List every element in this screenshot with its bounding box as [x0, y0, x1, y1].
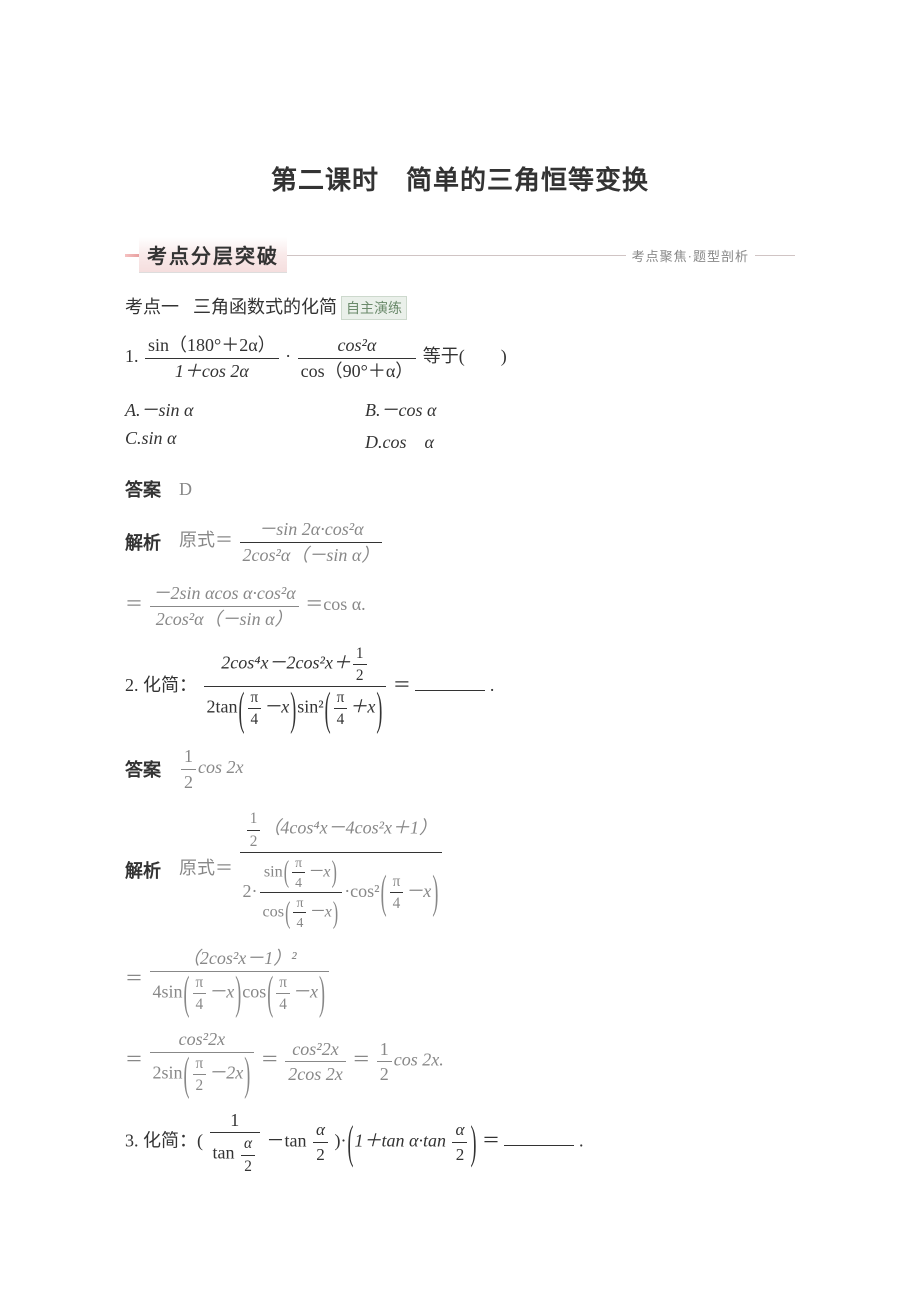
frac-num: 12（4cos⁴x－4cos²x＋1） [240, 809, 443, 852]
section-caption: 考点聚焦·题型剖析 [626, 246, 755, 265]
q2-parse-frac2: （2cos²x－1）² 4sin(π4－x)cos(π4－x) [150, 947, 329, 1014]
section-label: 考点分层突破 [139, 237, 287, 273]
problem-3: 3. 化简：( 1 tan α2 －tan α2 )·(1＋tan α·tan … [125, 1109, 795, 1176]
frac-den: 2cos²α（－sin α） [150, 607, 299, 631]
frac-den: 2cos²α（－sin α） [240, 543, 383, 567]
frac-num: －sin 2α·cos²α [240, 518, 383, 543]
frac-den: cos（90°＋α） [298, 359, 417, 383]
q1-parse-frac2: －2sin αcos α·cos²α 2cos²α（－sin α） [150, 582, 299, 630]
bar-line [287, 255, 626, 256]
problem-1: 1. sin（180°＋2α） 1＋cos 2α · cos²α cos（90°… [125, 334, 795, 382]
problem-2: 2. 化简： 2cos⁴x－2cos²x＋12 2tan(π4－x)sin²(π… [125, 644, 795, 729]
q1-frac1: sin（180°＋2α） 1＋cos 2α [145, 334, 279, 382]
q2-s3b: cos²2x 2cos 2x [285, 1038, 345, 1086]
q1-number: 1. [125, 346, 139, 366]
q1-frac2: cos²α cos（90°＋α） [298, 334, 417, 382]
answer-label: 答案 [125, 476, 161, 502]
frac-num: cos²α [298, 334, 417, 359]
q2-lead: 化简： [143, 675, 197, 695]
tail: . [490, 675, 495, 695]
bar-accent [125, 254, 139, 257]
answer-label: 答案 [125, 756, 161, 782]
option-b: B.－cos α [365, 396, 605, 422]
blank-line [504, 1129, 574, 1146]
q1-answer: 答案 D [125, 476, 795, 502]
q2-parse-2: ＝ （2cos²x－1）² 4sin(π4－x)cos(π4－x) [125, 947, 795, 1014]
answer-value: 12cos 2x [179, 745, 243, 793]
parse-label: 解析 [125, 529, 161, 555]
q1-options: A.－sin α B.－cos α C.sin α D.cos α [125, 396, 795, 460]
frac-den: 2tan(π4－x)sin²(π4＋x) [204, 687, 387, 729]
section-bar: 考点分层突破 考点聚焦·题型剖析 [125, 237, 795, 273]
q2-answer: 答案 12cos 2x [125, 745, 795, 793]
q1-parse-1: 解析 原式＝ －sin 2α·cos²α 2cos²α（－sin α） [125, 518, 795, 566]
q3-number: 3. [125, 1130, 139, 1150]
option-d: D.cos α [365, 428, 605, 454]
dot: · [285, 346, 291, 366]
frac-den: 2· sin(π4－x) cos(π4－x) ·cos²(π4－x) [240, 853, 443, 932]
q2-parse-frac1: 12（4cos⁴x－4cos²x＋1） 2· sin(π4－x) cos(π4－… [240, 809, 443, 931]
topic-heading: 考点一 三角函数式的化简 自主演练 [125, 293, 795, 320]
parse-label: 解析 [125, 857, 161, 883]
topic-prefix: 考点一 [125, 293, 179, 319]
option-a: A.－sin α [125, 396, 365, 422]
answer-value: D [179, 479, 192, 500]
q3-frac1: 1 tan α2 [210, 1109, 261, 1176]
parse-prefix: 原式＝ [179, 859, 233, 879]
q2-main-frac: 2cos⁴x－2cos²x＋12 2tan(π4－x)sin²(π4＋x) [204, 644, 387, 729]
frac-den: 4sin(π4－x)cos(π4－x) [150, 972, 329, 1014]
q2-number: 2. [125, 675, 139, 695]
eq: ＝ [393, 675, 411, 695]
frac-num: －2sin αcos α·cos²α [150, 582, 299, 607]
topic-text: 三角函数式的化简 [193, 293, 337, 319]
q2-s3a: cos²2x 2sin(π2－2x) [150, 1028, 255, 1095]
parse-prefix: 原式＝ [179, 530, 233, 550]
q1-parse-2: ＝ －2sin αcos α·cos²α 2cos²α（－sin α） ＝cos… [125, 582, 795, 630]
frac-den: 1＋cos 2α [145, 359, 279, 383]
blank-line [415, 674, 485, 691]
page-title: 第二课时 简单的三角恒等变换 [125, 160, 795, 197]
q2-s3c: 1 2 [377, 1038, 392, 1086]
q3-frac3: α2 [452, 1119, 467, 1165]
q1-parse-tail: ＝cos α. [305, 594, 365, 614]
q3-frac2: α2 [313, 1119, 328, 1165]
topic-tag: 自主演练 [341, 296, 407, 320]
q3-lead: 化简：( [143, 1130, 203, 1150]
option-c: C.sin α [125, 428, 365, 454]
q2-parse-1: 解析 原式＝ 12（4cos⁴x－4cos²x＋1） 2· sin(π4－x) … [125, 809, 795, 931]
frac-num: sin（180°＋2α） [145, 334, 279, 359]
bar-line-end [755, 255, 795, 256]
q2-parse-3: ＝ cos²2x 2sin(π2－2x) ＝ cos²2x 2cos 2x ＝ … [125, 1028, 795, 1095]
q1-parse-frac1: －sin 2α·cos²α 2cos²α（－sin α） [240, 518, 383, 566]
q1-tail: 等于( ) [423, 346, 507, 366]
